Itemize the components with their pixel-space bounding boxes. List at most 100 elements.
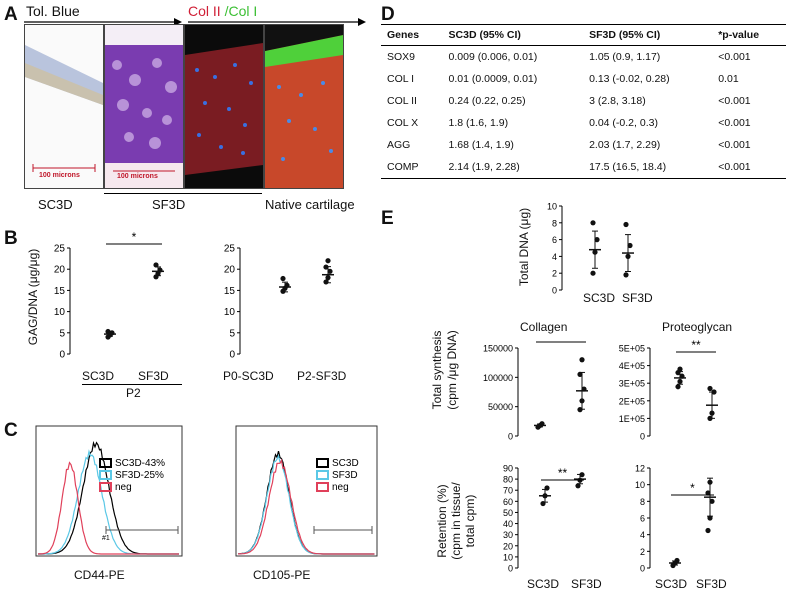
y-tick-label: 70: [503, 486, 513, 496]
y-tick-label: 0: [640, 432, 645, 442]
data-point: [705, 490, 711, 496]
micrograph-native-col: [264, 24, 344, 189]
cell-sc3d: 0.01 (0.0009, 0.01): [448, 73, 538, 85]
b-right-cat-1: P0-SC3D: [223, 369, 274, 383]
cell-pvalue: <0.001: [718, 51, 751, 63]
cell-pvalue: <0.001: [712, 156, 786, 179]
y-tick-label: 10: [224, 307, 236, 318]
y-tick-label: 3E+05: [619, 379, 645, 389]
label-sc3d-a: SC3D: [38, 197, 73, 212]
y-tick-label: 6: [552, 235, 557, 245]
y-tick-label: 4E+05: [619, 361, 645, 371]
cell-gene: AGG: [387, 139, 411, 151]
y-tick-label: 2: [552, 269, 557, 279]
cell-gene: COL I: [387, 73, 415, 85]
b-right-cat-2: P2-SF3D: [297, 369, 347, 383]
retention-ylabel-line1: Retention (%): [435, 484, 449, 558]
data-point: [579, 357, 585, 363]
scale-bar-label-2: 100 microns: [117, 173, 158, 180]
histogram-curve: [238, 458, 375, 555]
legend-label: neg: [115, 482, 132, 493]
b-left-group-label: P2: [126, 386, 141, 400]
micrograph-sf3d-tol: 100 microns: [104, 24, 184, 189]
data-point: [707, 515, 713, 521]
data-point: [575, 483, 581, 489]
rp-cat-1: SC3D: [655, 577, 688, 591]
legend-label: SC3D-43%: [115, 458, 165, 469]
cell-sf3d: 3 (2.8, 3.18): [589, 95, 646, 107]
data-point: [709, 498, 715, 504]
data-point: [594, 237, 600, 243]
y-tick-label: 90: [503, 464, 513, 474]
chart-collagen-synthesis: 0 50000 100000 150000 *: [483, 336, 588, 442]
cell-sc3d: 0.24 (0.22, 0.25): [448, 95, 526, 107]
y-tick-label: 150000: [483, 344, 513, 354]
chart-gag-dna-passage: 0 5 10 15 20 25: [224, 244, 334, 361]
y-tick-label: 8: [552, 218, 557, 228]
cell-gene: COL X: [387, 117, 419, 129]
cell-gene: SOX9: [387, 51, 416, 63]
significance-star: *: [132, 232, 137, 244]
y-tick-label: 0: [552, 286, 557, 296]
data-point: [705, 527, 711, 534]
scale-bar-label-1: 100 microns: [39, 172, 80, 179]
y-tick-label: 20: [54, 265, 66, 276]
y-tick-label: 50: [503, 508, 513, 518]
legend-label: SF3D-25%: [115, 470, 164, 481]
significance-star: **: [691, 338, 701, 352]
y-tick-label: 2E+05: [619, 396, 645, 406]
data-point: [280, 275, 286, 282]
y-tick-label: 20: [503, 541, 513, 551]
rp-cat-2: SF3D: [696, 577, 727, 591]
stain-label-col2: Col II: [188, 3, 221, 19]
retention-ylabel-line2: (cpm in tissue/: [449, 482, 463, 560]
legend-label: neg: [332, 482, 349, 493]
legend-label: SF3D: [332, 470, 358, 481]
y-tick-label: 0: [229, 350, 235, 361]
significance-star: *: [559, 336, 564, 342]
stain-label-col: Col II /Col I: [188, 3, 257, 19]
data-point: [675, 384, 681, 390]
table-header-row: Genes SC3D (95% CI) SF3D (95% CI) *p-val…: [381, 24, 786, 46]
p2-group-line: [82, 384, 182, 385]
legend-swatch: [316, 482, 329, 492]
y-tick-label: 60: [503, 497, 513, 507]
rc-cat-1: SC3D: [527, 577, 560, 591]
data-point: [623, 272, 629, 278]
table-row: SOX9 0.009 (0.006, 0.01) 1.05 (0.9, 1.17) <…: [381, 46, 786, 69]
cell-pvalue: <0.001: [718, 139, 751, 151]
panel-letter-a: A: [4, 4, 18, 25]
dna-ylabel: Total DNA (μg): [517, 207, 531, 287]
y-tick-label: 30: [503, 530, 513, 540]
label-native-cartilage: Native cartilage: [265, 197, 355, 212]
legend-swatch: [316, 470, 329, 480]
micrograph-sc3d-tol: 100 microns: [24, 24, 104, 189]
col-header-sf3d: SF3D (95% CI): [583, 24, 713, 46]
data-point: [707, 385, 713, 392]
cell-sc3d: 2.14 (1.9, 2.28): [442, 156, 584, 179]
y-tick-label: 0: [59, 350, 65, 361]
synthesis-ylabel-line1: Total synthesis: [430, 330, 444, 410]
col-header-sc3d: SC3D (95% CI): [442, 24, 584, 46]
cell-sf3d: 1.05 (0.9, 1.17): [589, 51, 661, 63]
y-tick-label: 8: [640, 497, 645, 507]
y-tick-label: 50000: [488, 402, 513, 412]
table-row: COL I 0.01 (0.0009, 0.01) 0.13 (-0.02, 0.2…: [381, 68, 786, 90]
y-tick-label: 25: [54, 244, 66, 255]
cell-pvalue: <0.001: [718, 117, 751, 129]
legend-swatch: [99, 482, 112, 492]
cell-gene: COL II: [387, 95, 417, 107]
chart-total-dna: 0 2 4 6 8 10: [547, 202, 634, 296]
histogram-frame: [235, 425, 378, 557]
cell-sf3d: 17.5 (16.5, 18.4): [583, 156, 713, 179]
y-tick-label: 15: [54, 286, 66, 297]
y-tick-label: 10: [503, 552, 513, 562]
legend-swatch: [99, 458, 112, 468]
panel-letter-d: D: [381, 4, 395, 25]
y-tick-label: 40: [503, 519, 513, 529]
y-tick-label: 10: [547, 202, 557, 212]
label-sf3d-a: SF3D: [152, 197, 186, 212]
y-tick-label: 100000: [483, 373, 513, 383]
dna-cat-2: SF3D: [622, 291, 653, 305]
